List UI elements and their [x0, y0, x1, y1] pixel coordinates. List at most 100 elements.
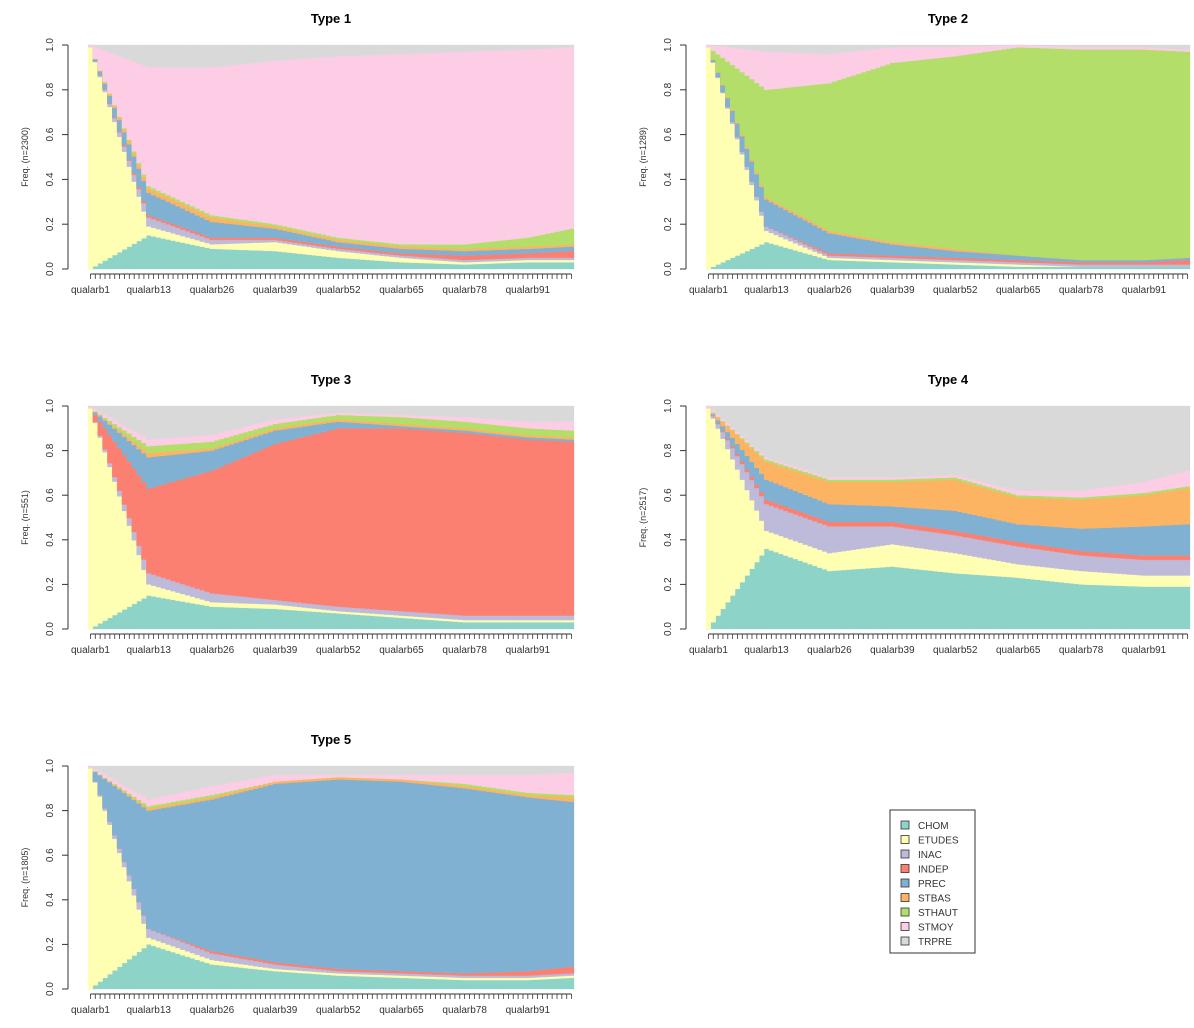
x-axis: qualarb1 qualarb13 qualarb26 qualarb39 quala… — [689, 273, 1188, 296]
x-tick-label: qualarb91 — [506, 285, 551, 296]
legend: CHOM ETUDES INAC INDEP PREC STBAS STHAUT STMOY T… — [889, 809, 976, 954]
legend-item-stmoy: STMOY — [900, 922, 954, 934]
legend-item-inac: INAC — [900, 849, 942, 861]
x-tick-label: qualarb52 — [316, 285, 361, 296]
y-tick-label: 0.6 — [45, 127, 56, 141]
x-tick-label: qualarb13 — [744, 645, 789, 656]
x-tick-label: qualarb1 — [71, 1005, 110, 1016]
legend-swatch — [900, 893, 910, 902]
y-axis-label: Freq. (n=551) — [20, 490, 30, 545]
x-tick-label: qualarb13 — [744, 285, 789, 296]
x-tick-label: qualarb1 — [689, 285, 728, 296]
x-tick-label: qualarb78 — [442, 285, 487, 296]
series-area-trpre — [88, 765, 575, 800]
y-axis: 0.0 0.2 0.4 0.6 0.8 1.0 Freq. (n=1289) — [638, 38, 687, 276]
series-area-trpre — [88, 405, 575, 440]
x-axis: qualarb1 qualarb13 qualarb26 qualarb39 quala… — [71, 633, 572, 656]
x-tick-label: qualarb52 — [316, 645, 361, 656]
legend-swatch — [900, 936, 910, 946]
legend-label: TRPRE — [918, 937, 952, 948]
y-tick-label: 0.0 — [45, 262, 56, 276]
legend-swatch — [900, 849, 910, 859]
y-axis-label: Freq. (n=2300) — [20, 127, 30, 187]
y-tick-label: 0.6 — [45, 488, 56, 502]
x-tick-label: qualarb39 — [253, 1005, 298, 1016]
x-tick-label: qualarb65 — [379, 285, 424, 296]
y-tick-label: 1.0 — [663, 399, 674, 413]
y-tick-label: 0.2 — [45, 937, 56, 951]
y-axis: 0.0 0.2 0.4 0.6 0.8 1.0 Freq. (n=1805) — [20, 759, 69, 996]
x-tick-label: qualarb39 — [870, 645, 915, 656]
legend-label: STBAS — [918, 894, 951, 905]
legend-swatch — [900, 864, 910, 873]
chart-panel-3: Type 3 0.0 0.2 0.4 0.6 0.8 1.0 Freq. (n=551) qua… — [20, 372, 575, 656]
x-tick-label: qualarb13 — [127, 1005, 172, 1016]
y-tick-label: 0.6 — [663, 488, 674, 502]
y-tick-label: 0.8 — [45, 443, 56, 457]
y-tick-label: 0.4 — [45, 892, 56, 906]
legend-swatch — [900, 922, 910, 931]
x-tick-label: qualarb65 — [379, 645, 424, 656]
y-tick-label: 0.0 — [663, 262, 674, 276]
panel-title: Type 2 — [928, 11, 968, 26]
y-tick-label: 0.6 — [663, 127, 674, 141]
legend-swatch — [900, 878, 910, 888]
legend-item-chom: CHOM — [900, 820, 949, 832]
x-tick-label: qualarb78 — [1059, 645, 1104, 656]
y-tick-label: 0.0 — [45, 982, 56, 996]
x-tick-label: qualarb65 — [379, 1005, 424, 1016]
legend-item-trpre: TRPRE — [900, 936, 952, 948]
legend-swatch — [900, 907, 910, 917]
x-tick-label: qualarb91 — [1122, 285, 1167, 296]
y-axis: 0.0 0.2 0.4 0.6 0.8 1.0 Freq. (n=551) — [20, 399, 69, 636]
y-tick-label: 0.0 — [45, 622, 56, 636]
x-tick-label: qualarb1 — [71, 285, 110, 296]
chart-panel-2: Type 2 0.0 0.2 0.4 0.6 0.8 1.0 Freq. (n=1289) qu… — [638, 11, 1191, 296]
legend-label: STMOY — [918, 923, 954, 934]
y-tick-label: 0.6 — [45, 848, 56, 862]
x-tick-label: qualarb26 — [190, 285, 235, 296]
x-tick-label: qualarb91 — [1122, 645, 1167, 656]
panel-title: Type 3 — [311, 372, 351, 387]
y-tick-label: 0.4 — [45, 532, 56, 546]
y-tick-label: 0.2 — [45, 577, 56, 591]
panel-title: Type 4 — [928, 372, 969, 387]
chart-panel-4: Type 4 0.0 0.2 0.4 0.6 0.8 1.0 Freq. (n=2517) qu… — [638, 372, 1191, 656]
x-tick-label: qualarb65 — [996, 645, 1041, 656]
x-axis: qualarb1 qualarb13 qualarb26 qualarb39 quala… — [689, 633, 1188, 656]
y-tick-label: 0.8 — [45, 82, 56, 96]
y-tick-label: 0.4 — [663, 172, 674, 186]
legend-label: INDEP — [918, 865, 949, 876]
x-axis: qualarb1 qualarb13 qualarb26 qualarb39 quala… — [71, 273, 572, 296]
y-tick-label: 0.8 — [663, 443, 674, 457]
y-axis-label: Freq. (n=1805) — [20, 848, 30, 908]
legend-item-indep: INDEP — [900, 864, 949, 876]
x-tick-label: qualarb91 — [506, 645, 551, 656]
x-tick-label: qualarb39 — [870, 285, 915, 296]
legend-item-sthaut: STHAUT — [900, 907, 958, 919]
y-tick-label: 0.8 — [45, 803, 56, 817]
panel-title: Type 5 — [311, 732, 351, 747]
x-tick-label: qualarb26 — [807, 645, 852, 656]
series-area-trpre — [88, 44, 575, 68]
y-tick-label: 0.8 — [663, 82, 674, 96]
x-tick-label: qualarb26 — [190, 1005, 235, 1016]
chart-panel-1: Type 1 0.0 0.2 0.4 0.6 0.8 1.0 Freq. (n=2300) qu… — [20, 11, 575, 296]
y-tick-label: 0.2 — [45, 217, 56, 231]
y-tick-label: 1.0 — [45, 38, 56, 52]
x-tick-label: qualarb1 — [71, 645, 110, 656]
x-tick-label: qualarb26 — [190, 645, 235, 656]
y-tick-label: 0.0 — [663, 622, 674, 636]
legend-swatch — [900, 820, 910, 830]
x-tick-label: qualarb52 — [933, 645, 978, 656]
x-tick-label: qualarb91 — [506, 1005, 551, 1016]
x-tick-label: qualarb26 — [807, 285, 852, 296]
y-tick-label: 1.0 — [663, 38, 674, 52]
legend-item-etudes: ETUDES — [900, 835, 959, 847]
x-tick-label: qualarb1 — [689, 645, 728, 656]
y-axis: 0.0 0.2 0.4 0.6 0.8 1.0 Freq. (n=2300) — [20, 38, 69, 276]
legend-label: INAC — [918, 850, 942, 861]
y-tick-label: 1.0 — [45, 759, 56, 773]
x-tick-label: qualarb13 — [127, 645, 172, 656]
